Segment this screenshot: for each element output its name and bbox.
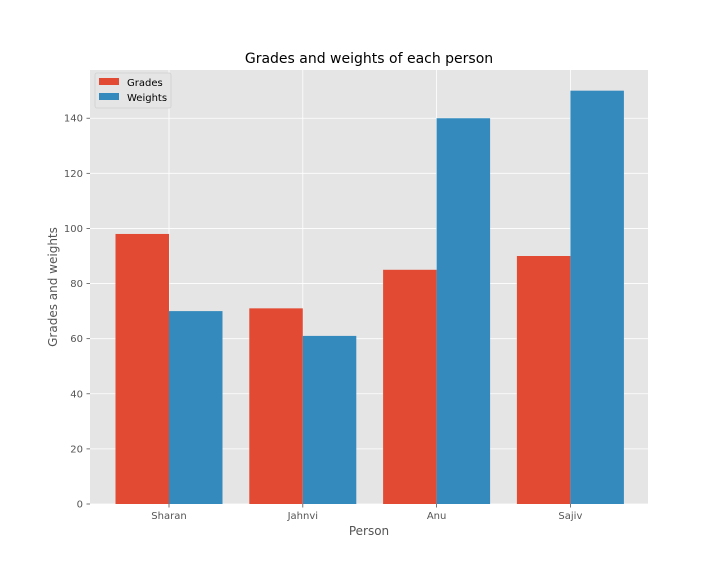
- y-tick-label: 120: [64, 169, 83, 180]
- axes: 0 20 40 60 80 100 120 140 Sharan Jahnvi Anu Sajiv: [64, 114, 583, 522]
- x-axis-label: Person: [349, 524, 389, 538]
- y-tick-label: 60: [70, 334, 83, 345]
- bar-weights-sajiv: [570, 90, 624, 505]
- y-tick-label: 20: [70, 444, 83, 455]
- bar-weights-sharan: [169, 311, 223, 504]
- y-tick-label: 80: [70, 279, 83, 290]
- x-tick-label: Anu: [427, 511, 447, 522]
- legend-label-grades: Grades: [127, 78, 163, 89]
- bar-grades-sajiv: [516, 256, 571, 504]
- y-tick-label: 40: [70, 389, 83, 400]
- bars: [115, 90, 624, 505]
- legend: Grades Weights: [94, 72, 172, 109]
- legend-label-weights: Weights: [127, 93, 167, 104]
- legend-swatch-grades: [99, 78, 119, 85]
- y-tick-label: 0: [77, 500, 83, 511]
- bar-grades-jahnvi: [249, 308, 303, 504]
- x-tick-label: Sajiv: [558, 511, 582, 522]
- y-tick-label: 140: [64, 114, 83, 125]
- y-tick-label: 100: [64, 224, 83, 235]
- bar-weights-anu: [436, 118, 491, 504]
- chart-title: Grades and weights of each person: [245, 51, 493, 67]
- legend-swatch-weights: [99, 93, 119, 100]
- y-axis-label: Grades and weights: [46, 227, 60, 347]
- bar-grades-sharan: [115, 233, 169, 504]
- x-tick-label: Jahnvi: [287, 511, 318, 522]
- bar-weights-jahnvi: [302, 335, 357, 504]
- bar-grades-anu: [383, 269, 437, 504]
- x-tick-label: Sharan: [151, 511, 186, 522]
